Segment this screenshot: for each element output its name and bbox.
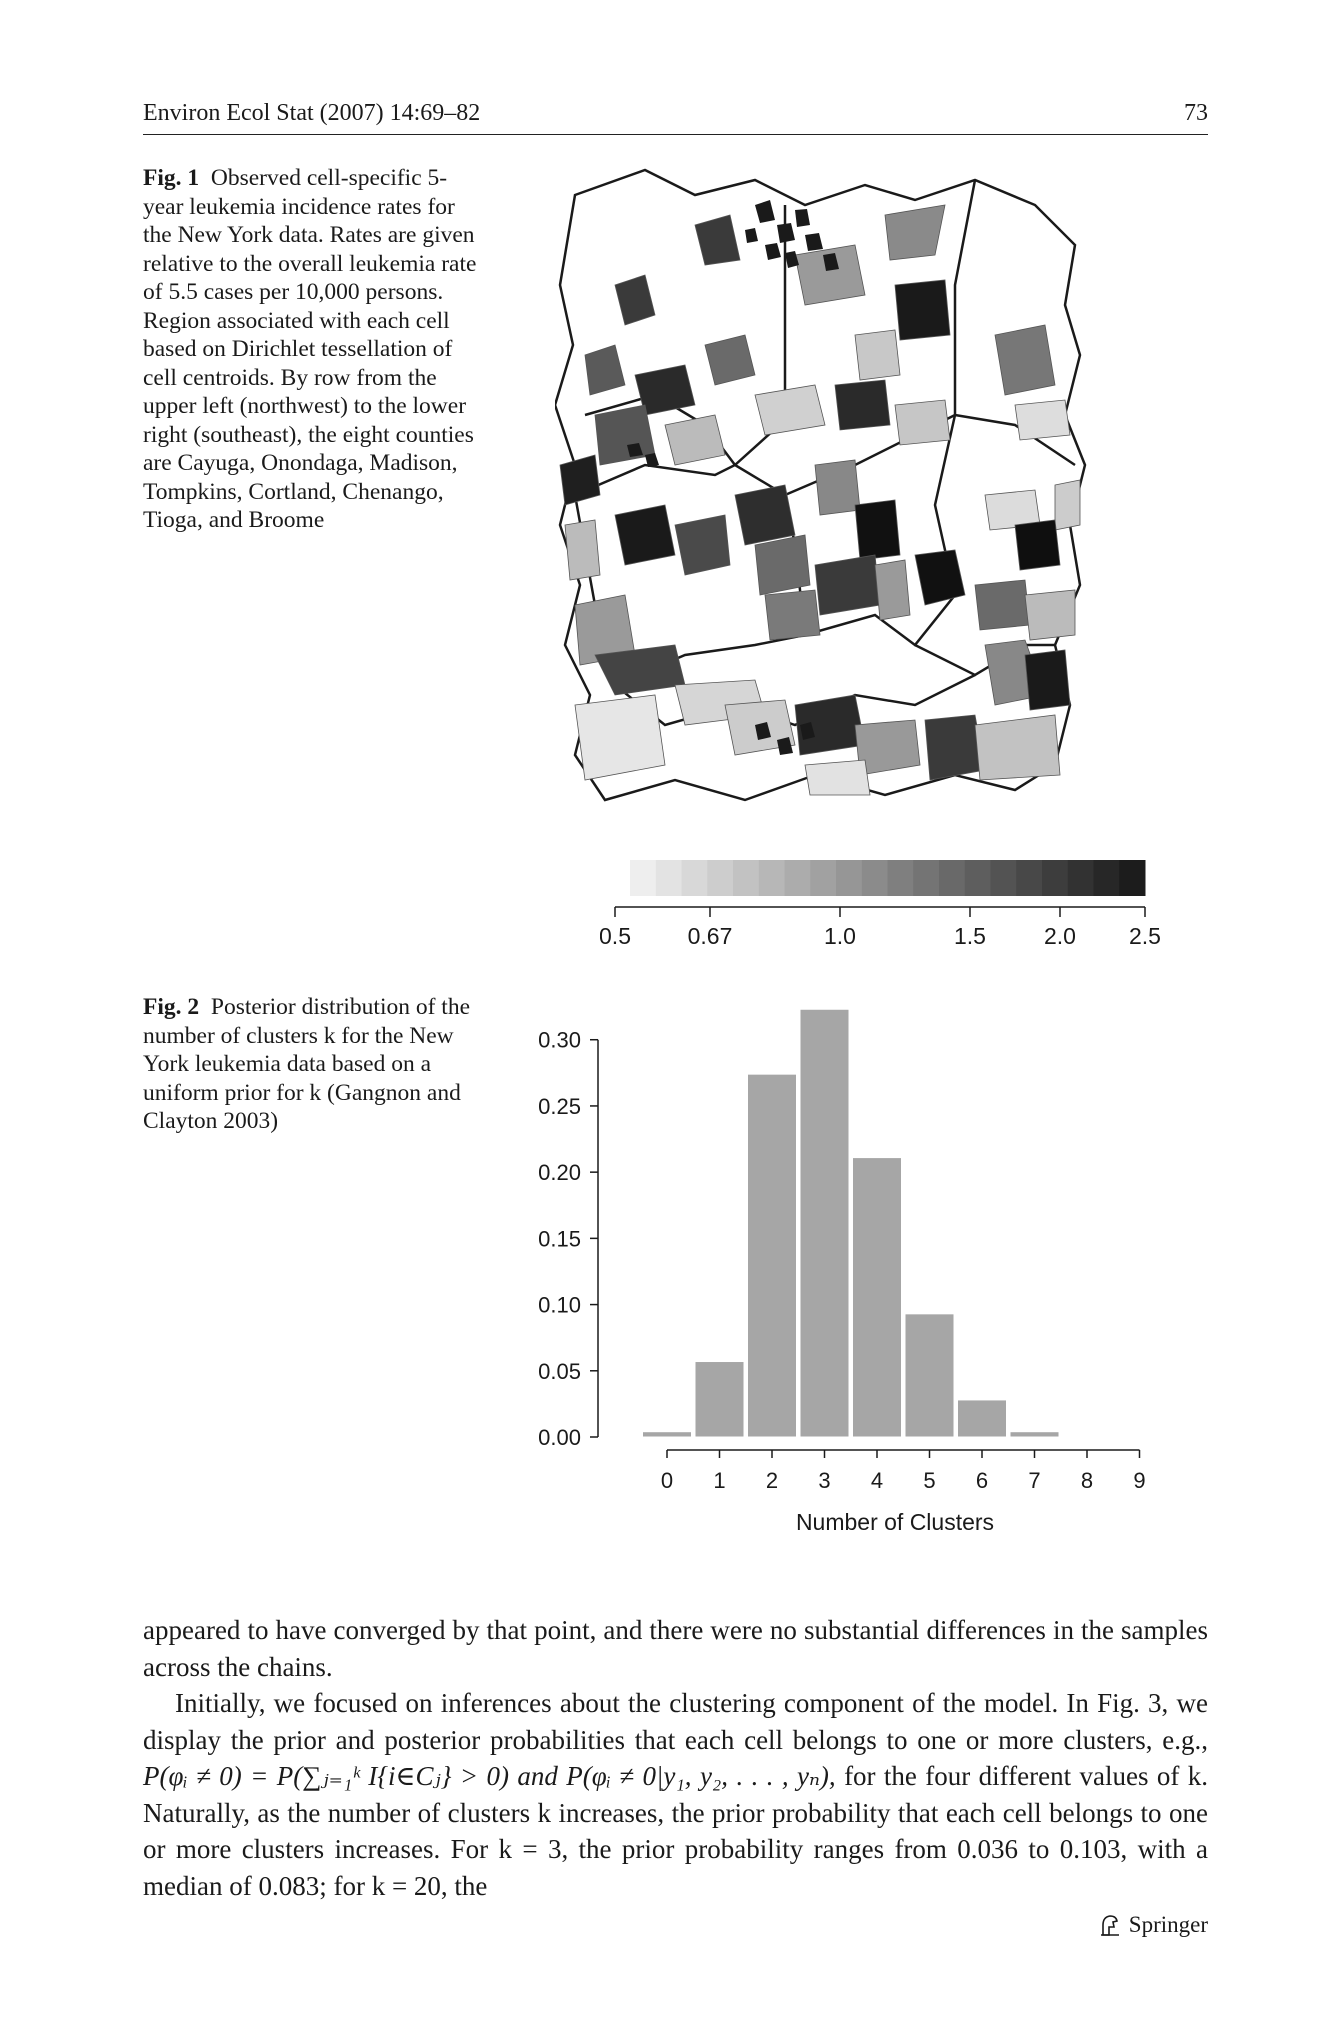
- scale-block: [681, 860, 708, 896]
- histogram-bar: [642, 1431, 692, 1438]
- scale-block: [1093, 860, 1120, 896]
- scale-block: [1067, 860, 1094, 896]
- page-number: 73: [1184, 100, 1208, 126]
- y-tick-label: 0.10: [538, 1293, 581, 1318]
- figure1-caption-text: Observed cell-specific 5-year leukemia i…: [143, 165, 477, 533]
- scale-block: [990, 860, 1017, 896]
- scale-block: [758, 860, 785, 896]
- x-tick-label: 3: [818, 1468, 830, 1493]
- x-axis: 0 1 2 3 4 5 6 7 8 9: [661, 1449, 1146, 1493]
- x-tick-label: 7: [1028, 1468, 1040, 1493]
- paragraph-2-math: P(φᵢ ≠ 0) = P(∑ⱼ₌₁ᵏ I{i∈Cⱼ} > 0) and P(φ…: [143, 1761, 836, 1791]
- publisher-footer: Springer: [1099, 1912, 1208, 1938]
- scale-gradient: [630, 860, 1146, 896]
- histogram-bar: [852, 1157, 902, 1438]
- y-tick-label: 0.20: [538, 1160, 581, 1185]
- scale-block: [655, 860, 682, 896]
- paragraph-2-rest: for the four different values of k. Natu…: [143, 1761, 1209, 1901]
- figure1-caption: Fig. 1 Observed cell-specific 5-year leu…: [143, 164, 483, 535]
- scale-block: [784, 860, 811, 896]
- x-tick-label: 6: [976, 1468, 988, 1493]
- scale-block: [887, 860, 914, 896]
- publisher-name: Springer: [1128, 1912, 1208, 1937]
- figure2-caption: Fig. 2 Posterior distribution of the num…: [143, 993, 483, 1136]
- figure2-caption-text: Posterior distribution of the number of …: [143, 994, 471, 1134]
- scale-block: [836, 860, 863, 896]
- shaded-cells: [559, 204, 1081, 796]
- figure2-label: Fig. 2: [143, 994, 200, 1020]
- tessellation-map: [555, 168, 1087, 802]
- x-tick-label: 1: [713, 1468, 725, 1493]
- x-tick-label: 8: [1081, 1468, 1093, 1493]
- x-tick-label: 4: [871, 1468, 883, 1493]
- y-tick-label: 0.00: [538, 1425, 581, 1450]
- scale-tick-label: 1.0: [824, 923, 856, 949]
- bars: [642, 1008, 1060, 1438]
- scale-tick-label: 0.5: [600, 923, 631, 949]
- scale-tick-label: 1.5: [954, 923, 986, 949]
- y-tick-label: 0.30: [538, 1028, 581, 1053]
- scale-block: [810, 860, 837, 896]
- scale-block: [939, 860, 966, 896]
- scale-block: [630, 860, 657, 896]
- paragraph-2-intro: Initially, we focused on inferences abou…: [143, 1688, 1208, 1755]
- scale-block: [1042, 860, 1069, 896]
- histogram-bar: [904, 1313, 955, 1438]
- x-tick-label: 9: [1133, 1468, 1145, 1493]
- scale-tick-label: 0.67: [688, 923, 733, 949]
- scale-block: [733, 860, 760, 896]
- x-tick-label: 2: [766, 1468, 778, 1493]
- scale-block: [861, 860, 888, 896]
- scale-block: [1119, 860, 1146, 896]
- y-tick-label: 0.25: [538, 1094, 581, 1119]
- y-tick-label: 0.05: [538, 1359, 581, 1384]
- springer-horse-icon: [1100, 1915, 1119, 1936]
- x-tick-label: 5: [923, 1468, 935, 1493]
- scale-block: [913, 860, 940, 896]
- paragraph-2: Initially, we focused on inferences abou…: [143, 1685, 1208, 1904]
- colour-scale: 0.5 0.67 1.0 1.5 2.0 2.5: [600, 860, 1161, 949]
- scale-block: [964, 860, 991, 896]
- figure1-label: Fig. 1: [143, 165, 200, 191]
- scale-ticks: 0.5 0.67 1.0 1.5 2.0 2.5: [600, 907, 1161, 949]
- scale-block: [1016, 860, 1043, 896]
- histogram-bar: [799, 1008, 850, 1438]
- histogram-bar: [957, 1399, 1007, 1438]
- x-tick-label: 0: [661, 1468, 673, 1493]
- body-text: appeared to have converged by that point…: [143, 1612, 1208, 1904]
- scale-block: [707, 860, 734, 896]
- y-axis: 0.00 0.05 0.10 0.15 0.20 0.25 0.30: [538, 1028, 599, 1450]
- running-header: Environ Ecol Stat (2007) 14:69–82 73: [143, 100, 1208, 135]
- scale-tick-label: 2.5: [1129, 923, 1161, 949]
- scale-tick-label: 2.0: [1044, 923, 1076, 949]
- histogram-bar: [747, 1073, 797, 1438]
- histogram-bar: [1009, 1431, 1060, 1438]
- journal-citation: Environ Ecol Stat (2007) 14:69–82: [143, 100, 481, 126]
- paragraph-1: appeared to have converged by that point…: [143, 1615, 1208, 1682]
- histogram-bar: [694, 1361, 745, 1438]
- dense-cell-cluster: [627, 200, 839, 755]
- x-axis-label: Number of Clusters: [796, 1509, 994, 1535]
- y-tick-label: 0.15: [538, 1226, 581, 1251]
